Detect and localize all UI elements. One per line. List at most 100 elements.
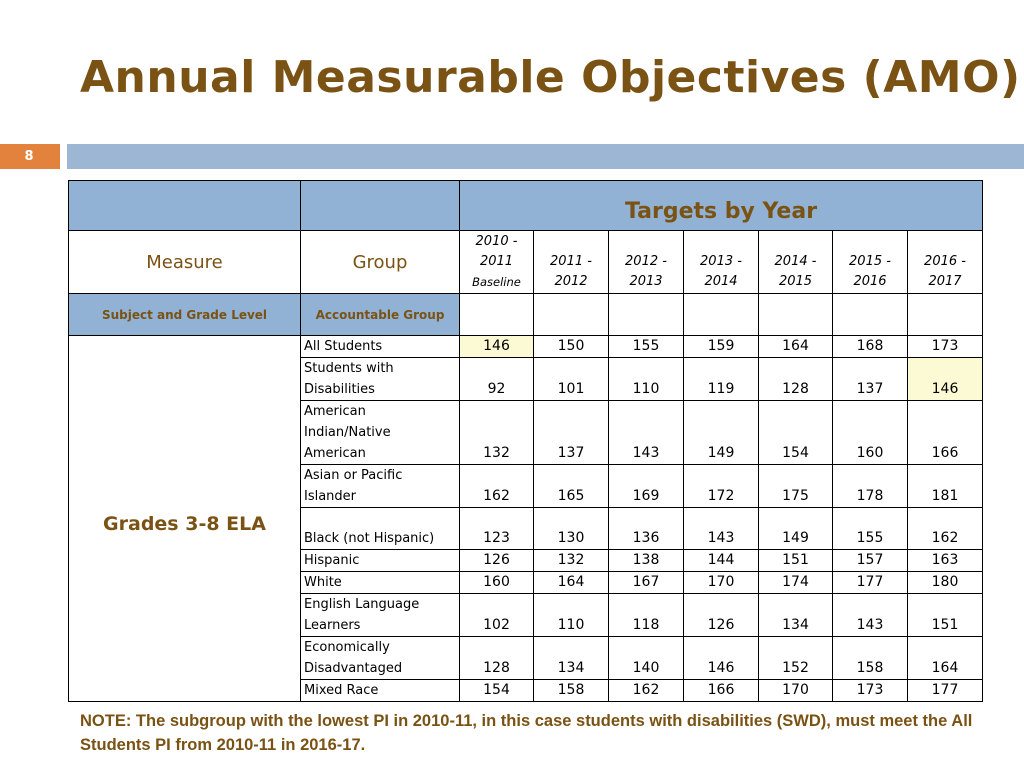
- target-value-cell: 110: [533, 593, 609, 637]
- target-value-cell: 155: [832, 507, 908, 550]
- empty-subheader-cell: [533, 293, 609, 336]
- target-value-cell: 152: [758, 636, 833, 680]
- subject-grade-cell: Grades 3-8 ELA: [68, 335, 301, 702]
- target-value-cell: 173: [906, 335, 984, 358]
- group-cell: White: [300, 571, 460, 594]
- year-label-line1: 2014 -: [774, 254, 817, 269]
- target-value-cell: 136: [608, 507, 684, 550]
- year-label-line2: 2013: [629, 274, 663, 289]
- target-value-cell: 151: [758, 549, 833, 572]
- footnote: NOTE: The subgroup with the lowest PI in…: [80, 712, 973, 754]
- target-value-cell: 177: [832, 571, 908, 594]
- group-cell: American Indian/Native American: [300, 400, 460, 465]
- target-value-cell: 164: [758, 335, 833, 358]
- target-value-cell: 132: [459, 400, 534, 465]
- target-value-cell: 102: [459, 593, 534, 637]
- target-value-cell: 165: [533, 464, 609, 508]
- amo-table-body: Grades 3-8 ELA All Students 146 150 155 159 16…: [68, 335, 984, 702]
- year-label-line1: 2015 -: [849, 254, 891, 269]
- year-column-header: 2011 - 2012: [533, 230, 609, 294]
- target-value-cell: 173: [832, 679, 908, 702]
- target-value-cell: 128: [459, 636, 534, 680]
- table-row: Mixed Race 154 158 162 166 170 173 177: [69, 679, 984, 702]
- target-value-cell: 126: [459, 549, 534, 572]
- targets-by-year-header: Targets by Year: [458, 180, 984, 231]
- group-cell: Mixed Race: [300, 679, 460, 702]
- year-label-line1: 2016 -: [924, 254, 966, 269]
- table-row: Grades 3-8 ELA All Students 146 150 155 159 16…: [68, 335, 984, 702]
- empty-subheader-cell: [683, 293, 759, 336]
- group-cell: Hispanic: [300, 549, 460, 572]
- subject-grade-subheader: Subject and Grade Level: [68, 293, 301, 336]
- target-value-cell: 149: [683, 400, 759, 465]
- target-value-cell: 167: [608, 571, 684, 594]
- empty-subheader-cell: [832, 293, 908, 336]
- target-value-cell: 162: [459, 464, 534, 508]
- target-value-cell: 150: [533, 335, 609, 358]
- target-value-cell: 157: [832, 549, 908, 572]
- year-label-line1: 2011 -: [550, 254, 592, 269]
- year-label-line2: 2015: [778, 274, 813, 289]
- target-value-cell: 101: [533, 357, 609, 401]
- target-value-cell: 155: [608, 335, 684, 358]
- target-value-cell: 123: [459, 507, 534, 550]
- target-value-cell: 169: [608, 464, 684, 508]
- target-value-cell: 140: [608, 636, 684, 680]
- empty-subheader-cell: [459, 293, 534, 336]
- table-row: Hispanic 126 132 138 144 151 157 163: [69, 549, 984, 572]
- slide-title: Annual Measurable Objectives (AMO): [80, 52, 1021, 103]
- target-value-cell: 166: [906, 400, 984, 465]
- group-cell: Students with Disabilities: [300, 357, 460, 401]
- target-value-cell: 146: [906, 357, 984, 401]
- page-number-badge: 8: [0, 144, 60, 169]
- table-row: White 160 164 167 170 174 177 180: [69, 571, 984, 594]
- year-label-line2: 2011: [479, 254, 514, 269]
- group-cell: Economically Disadvantaged: [300, 636, 460, 680]
- target-value-cell: 143: [832, 593, 908, 637]
- target-value-cell: 151: [906, 593, 984, 637]
- target-value-cell: 175: [758, 464, 833, 508]
- year-label-line2: 2012: [554, 274, 588, 289]
- target-value-cell: 137: [832, 357, 908, 401]
- target-value-cell: 128: [758, 357, 833, 401]
- year-label-line2: 2014: [704, 274, 738, 289]
- target-value-cell: 143: [608, 400, 684, 465]
- target-value-cell: 134: [758, 593, 833, 637]
- table-row: American Indian/Native American 132 137 143…: [69, 400, 984, 465]
- group-column-header: Group: [300, 230, 460, 294]
- target-value-cell: 154: [758, 400, 833, 465]
- group-cell: English Language Learners: [300, 593, 460, 637]
- target-value-cell: 149: [758, 507, 833, 550]
- target-value-cell: 166: [683, 679, 759, 702]
- target-value-cell: 170: [758, 679, 833, 702]
- target-value-cell: 178: [832, 464, 908, 508]
- target-value-cell: 177: [906, 679, 984, 702]
- year-column-header: 2015 - 2016: [832, 230, 908, 294]
- table-row: English Language Learners 102 110 118 126 134…: [69, 593, 984, 637]
- target-value-cell: 160: [459, 571, 534, 594]
- year-column-header: 2012 - 2013: [608, 230, 684, 294]
- group-corner-header-cell: [300, 180, 460, 231]
- target-value-cell: 164: [906, 636, 984, 680]
- year-label-line1: 2010 -: [475, 234, 518, 249]
- target-value-cell: 160: [832, 400, 908, 465]
- target-value-cell: 138: [608, 549, 684, 572]
- year-column-header: 2014 - 2015: [758, 230, 833, 294]
- year-label-line1: 2013 -: [700, 254, 742, 269]
- target-value-cell: 126: [683, 593, 759, 637]
- target-value-cell: 168: [832, 335, 908, 358]
- empty-subheader-cell: [608, 293, 684, 336]
- target-value-cell: 170: [683, 571, 759, 594]
- target-value-cell: 181: [906, 464, 984, 508]
- target-value-cell: 164: [533, 571, 609, 594]
- target-value-cell: 174: [758, 571, 833, 594]
- target-value-cell: 119: [683, 357, 759, 401]
- year-label-line1: 2012 -: [625, 254, 667, 269]
- target-value-cell: 134: [533, 636, 609, 680]
- amo-table: Targets by Year Measure Group 2010 - 2011…: [68, 180, 984, 702]
- year-column-header: 2013 - 2014: [683, 230, 759, 294]
- target-value-cell: 162: [906, 507, 984, 550]
- group-cell: All Students: [300, 335, 460, 358]
- target-value-cell: 110: [608, 357, 684, 401]
